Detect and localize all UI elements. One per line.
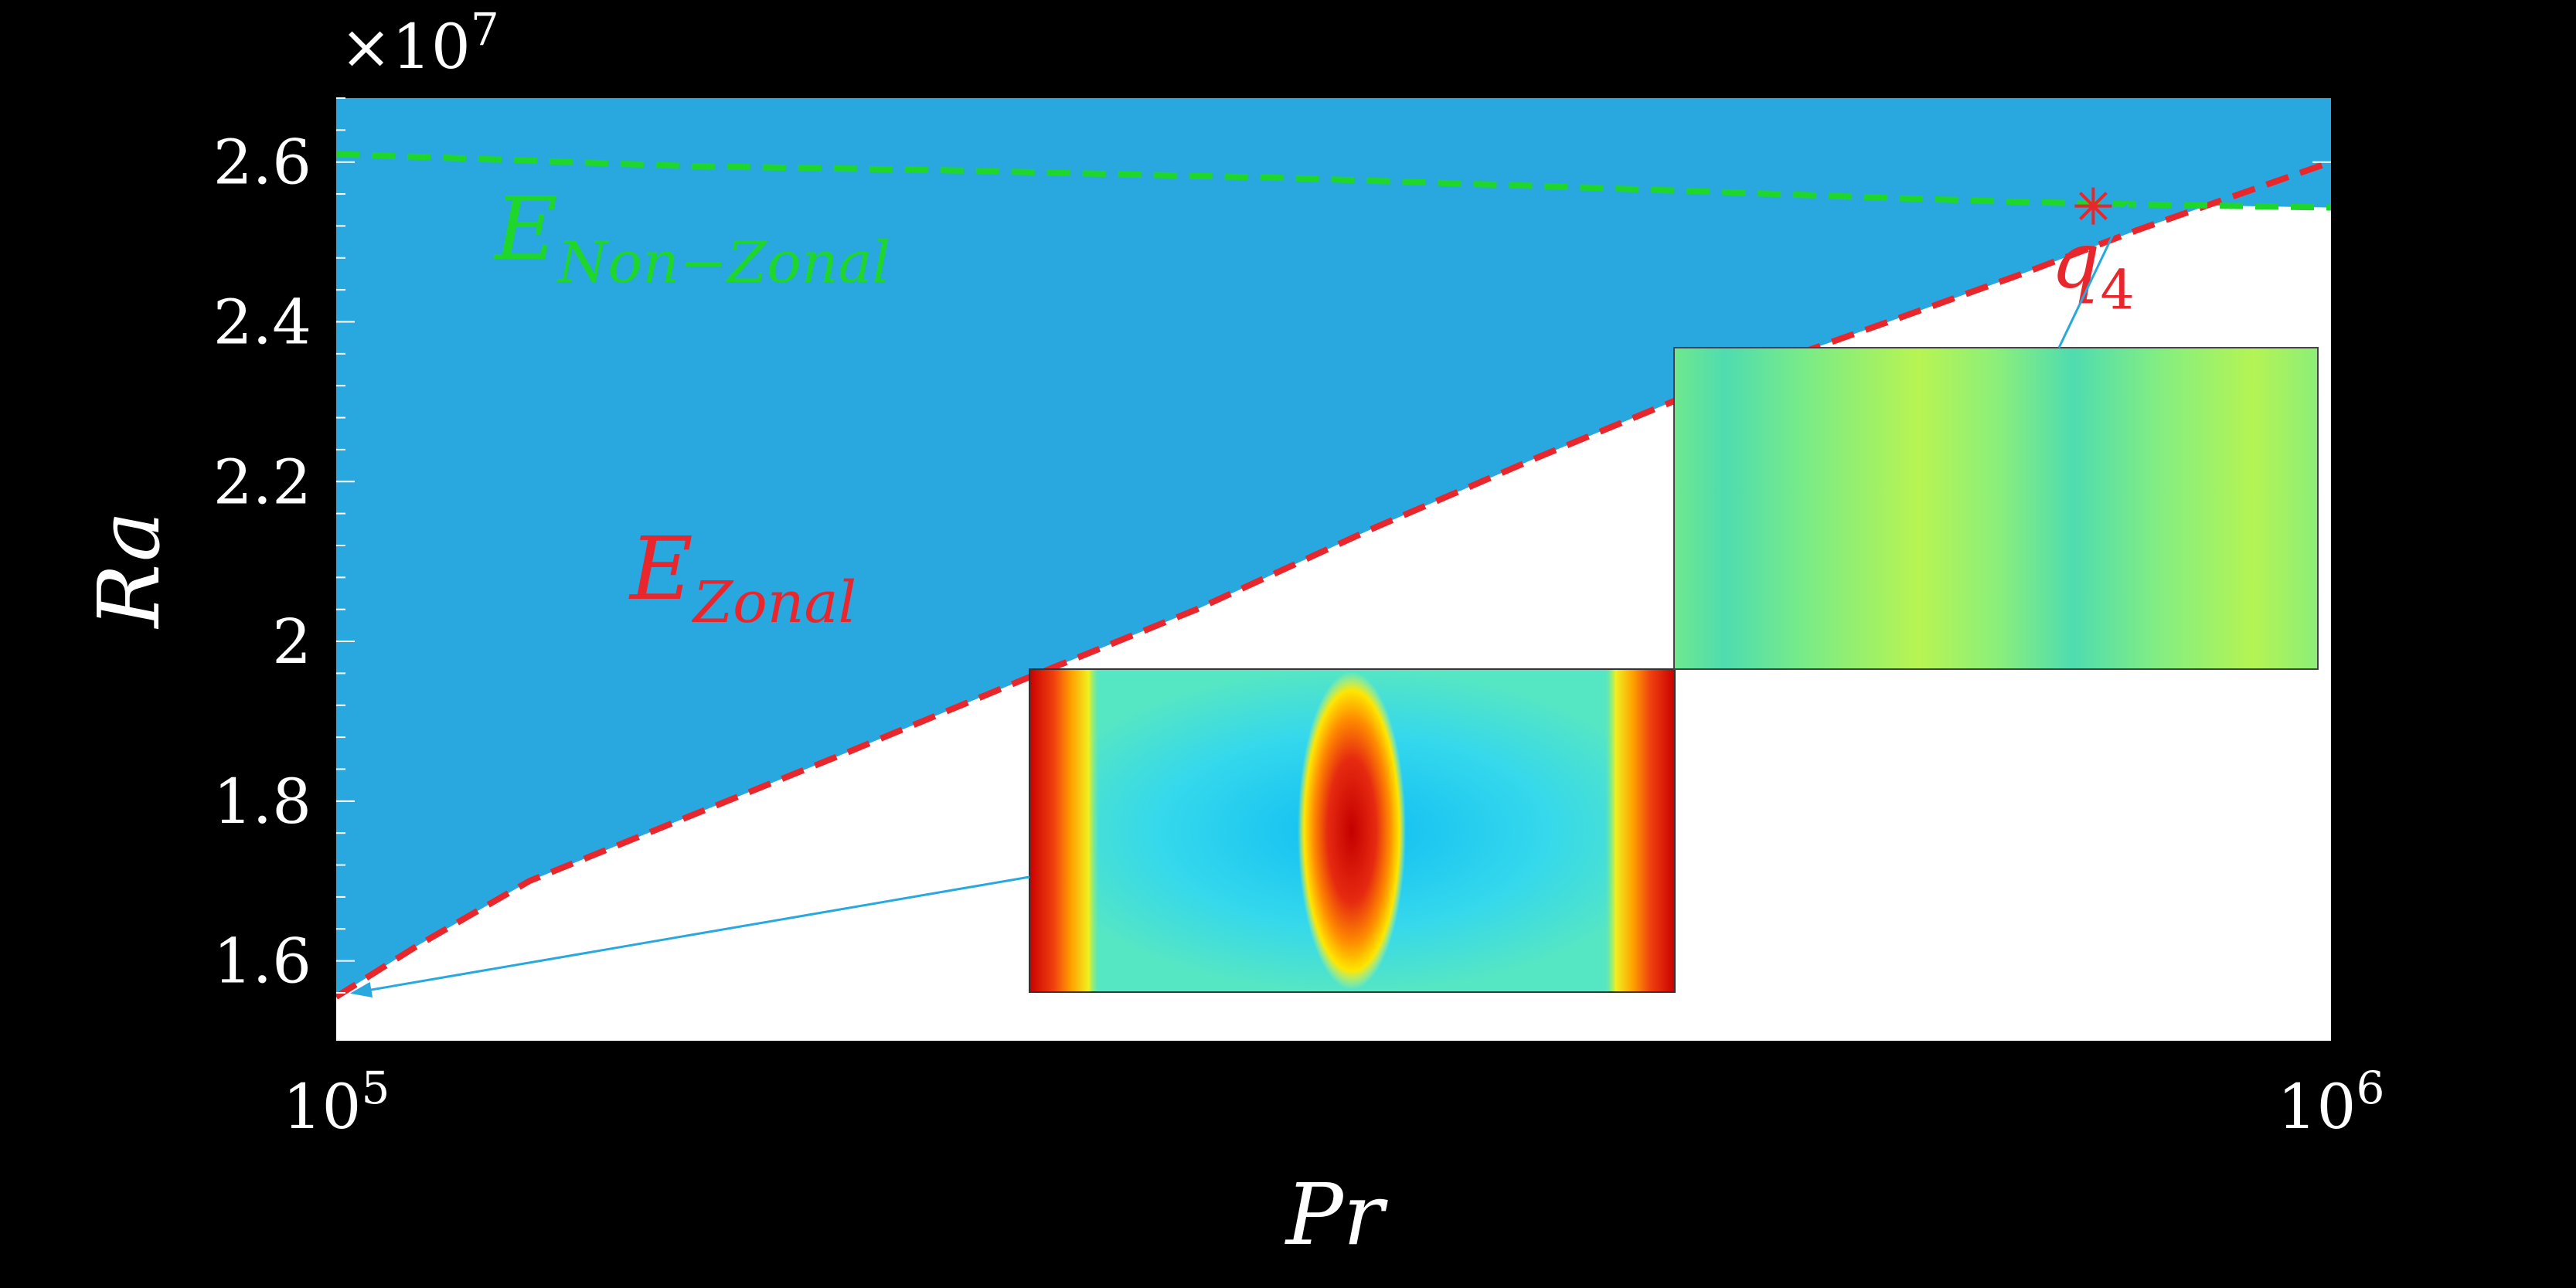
- y-multiplier-exp: 7: [471, 3, 499, 56]
- q4-label-main: q: [2050, 216, 2100, 306]
- q4-inset-arrowhead: [2112, 202, 2129, 226]
- label-zonal-main: E: [628, 519, 693, 620]
- y-tick-label: 2.2: [213, 446, 311, 518]
- stable-region: [336, 98, 2331, 997]
- y-axis-ticks: 1.6 1.8 2 2.2 2.4 2.6: [213, 97, 2331, 1026]
- q4-star-stroke: [2078, 192, 2108, 220]
- label-nonzonal-sub: Non−Zonal: [556, 229, 890, 296]
- y-multiplier: ×107: [340, 3, 499, 83]
- zonal-inset-arrow: [352, 875, 1030, 994]
- svg-text:×107: ×107: [340, 3, 499, 83]
- nonzonal-boundary-line: [336, 151, 2331, 211]
- y-tick-label: 1.6: [213, 926, 311, 997]
- zonal-mode-inset: [1029, 668, 1676, 993]
- x-axis-ticks: 105 106: [283, 1062, 2385, 1143]
- y-axis-label: Ra: [80, 511, 179, 630]
- label-nonzonal-main: E: [493, 179, 558, 280]
- zonal-inset-arrowhead: [349, 981, 373, 997]
- inset-arrows: [349, 202, 2129, 997]
- label-zonal-sub: Zonal: [692, 569, 856, 636]
- x-tick-label: 105: [283, 1062, 390, 1143]
- label-zonal: EZonal: [628, 519, 856, 636]
- q4-label-sub: 4: [2100, 259, 2135, 322]
- q4-star-marker: [2074, 187, 2112, 225]
- q4-label: q4: [2050, 216, 2135, 322]
- q4-point: q4: [2050, 187, 2135, 322]
- y-tick-label: 1.8: [213, 766, 311, 838]
- y-tick-label: 2: [272, 606, 311, 678]
- y-tick-label: 2.6: [213, 127, 311, 199]
- x-tick-label: 106: [2278, 1062, 2385, 1143]
- q4-mode-inset: [1673, 347, 2319, 670]
- y-multiplier-base: ×10: [340, 11, 471, 83]
- y-tick-label: 2.4: [213, 286, 311, 358]
- x-axis-label: Pr: [1285, 1165, 1389, 1264]
- label-nonzonal: ENon−Zonal: [493, 179, 890, 296]
- q4-inset-arrow: [2057, 205, 2129, 348]
